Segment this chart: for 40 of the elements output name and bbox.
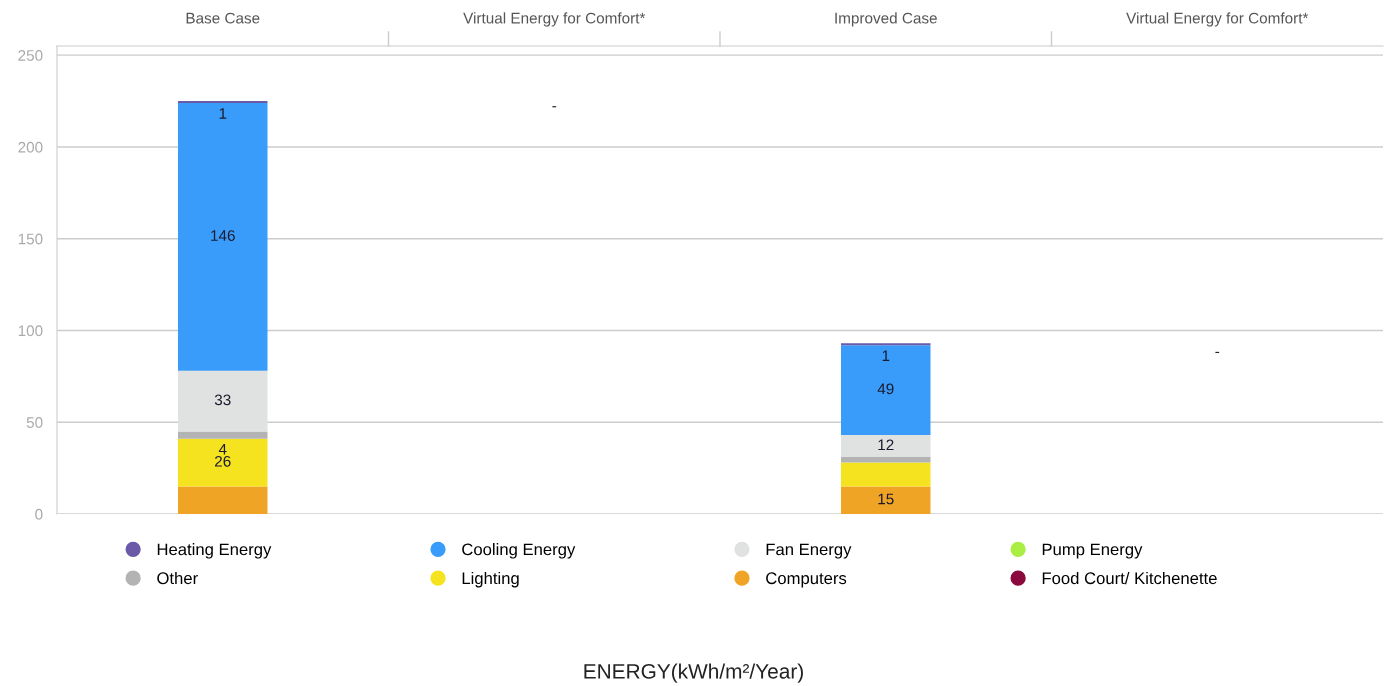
data-label: 26 <box>215 455 231 467</box>
legend-label: Lighting <box>462 571 519 588</box>
y-tick-label: 150 <box>18 233 43 245</box>
x-tick-label: Virtual Energy for Comfort* <box>463 12 646 27</box>
data-label: 1 <box>219 108 227 119</box>
bar <box>178 370 268 432</box>
bar <box>178 486 268 514</box>
data-label: 146 <box>211 230 235 241</box>
y-tick-label: 250 <box>18 50 43 61</box>
data-label: 15 <box>878 493 894 505</box>
legend-label: Computers <box>766 572 847 588</box>
legend-label: Fan Energy <box>766 543 852 559</box>
bar <box>841 462 931 487</box>
data-label: 1 <box>882 350 890 361</box>
bar <box>178 431 268 439</box>
legend-label: Food Court/ Kitchenette <box>1042 571 1217 585</box>
y-tick-label: 50 <box>26 417 43 428</box>
y-tick-label: 200 <box>18 141 43 153</box>
legend-label: Cooling Energy <box>462 543 576 559</box>
x-tick-label: Virtual Energy for Comfort* <box>1126 12 1309 27</box>
x-tick-label: Improved Case <box>835 12 937 27</box>
data-label: 33 <box>214 394 231 406</box>
data-label: 12 <box>878 439 894 451</box>
bar <box>178 102 268 371</box>
annotation: - <box>552 106 557 108</box>
bar <box>841 345 931 436</box>
annotation: - <box>1215 351 1220 354</box>
y-tick-label: 0 <box>35 508 43 520</box>
bar <box>841 435 931 458</box>
bar <box>178 438 268 487</box>
x-tick-label: Base Case <box>186 12 260 24</box>
bar <box>841 457 931 463</box>
legend-label: Heating Energy <box>157 543 272 559</box>
data-label: 4 <box>218 443 227 455</box>
legend-label: Other <box>157 571 198 585</box>
data-label: 49 <box>877 383 894 395</box>
legend-label: Pump Energy <box>1042 543 1143 559</box>
y-tick-label: 100 <box>18 325 43 337</box>
text: ENERGY(kWh/m²/Year) <box>584 663 803 683</box>
bar <box>841 486 931 514</box>
